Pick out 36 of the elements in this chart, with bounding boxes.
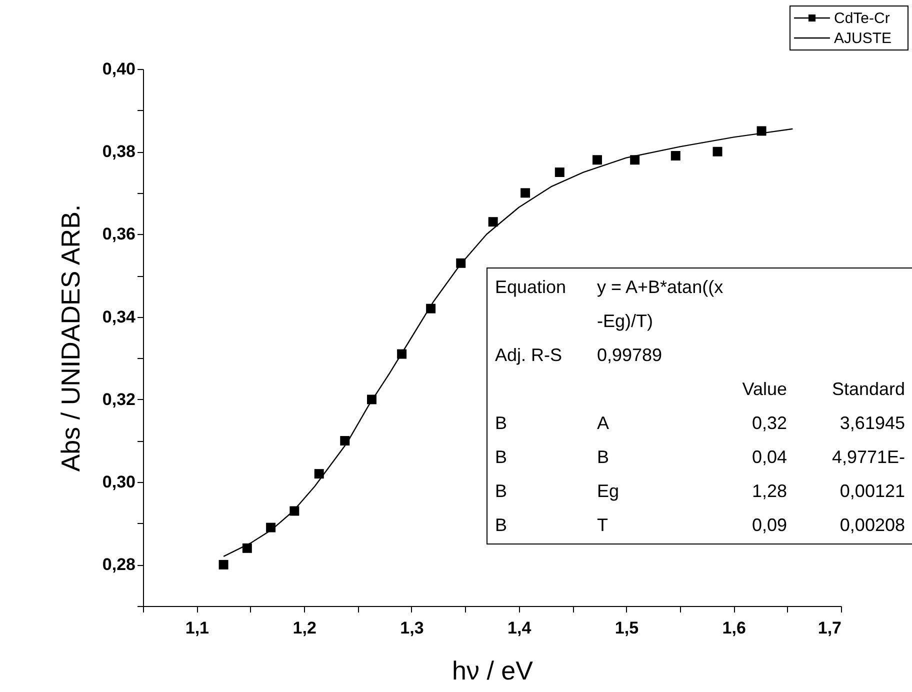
annotation: -Eg)/T) [597,311,653,331]
x-tick-label: 1,4 [508,618,532,638]
text: Adj. R-S 0,99789 [495,345,662,365]
x-tick-label: 1,1 [185,618,210,638]
point [670,151,680,160]
point [242,543,252,553]
x-axis-title: hν / eV [452,656,534,686]
x-tick-label: 1,3 [400,618,424,638]
y-tick-label: 0,38 [102,142,136,162]
x-tick-label: 1,6 [722,618,746,638]
y-axis-title: Abs / UNIDADES ARB. [55,204,86,472]
text: B A 0,32 3,61945 [495,413,905,433]
text: Equation y = A+B*atan((x [495,277,724,297]
line-series [222,128,794,558]
y-tick-label: 0,30 [102,472,136,492]
text: Value Standard [742,379,905,399]
text: B B 0,04 4,9771E- [495,447,905,467]
y-tick-label: 0,32 [102,390,136,409]
y-tick-label: 0,34 [102,307,136,326]
legend-label: CdTe-Cr [834,10,890,27]
y-tick-label: 0,36 [102,224,136,244]
point [712,146,722,156]
text: B T 0,09 0,00208 [495,515,905,535]
legend-label: AJUSTE [834,30,892,47]
y-tick-label: 0,40 [102,60,136,78]
y-tick-label: 0,28 [102,555,136,574]
point [520,188,530,198]
x-tick-label: 1,2 [292,618,316,638]
point [488,217,498,227]
point [314,469,324,479]
text: B Eg 1,28 0,00121 [495,481,905,501]
point [554,168,564,178]
x-tick-label: 1,7 [818,618,842,638]
x-tick-label: 1,5 [614,618,639,638]
point [592,155,602,165]
point [218,560,228,570]
